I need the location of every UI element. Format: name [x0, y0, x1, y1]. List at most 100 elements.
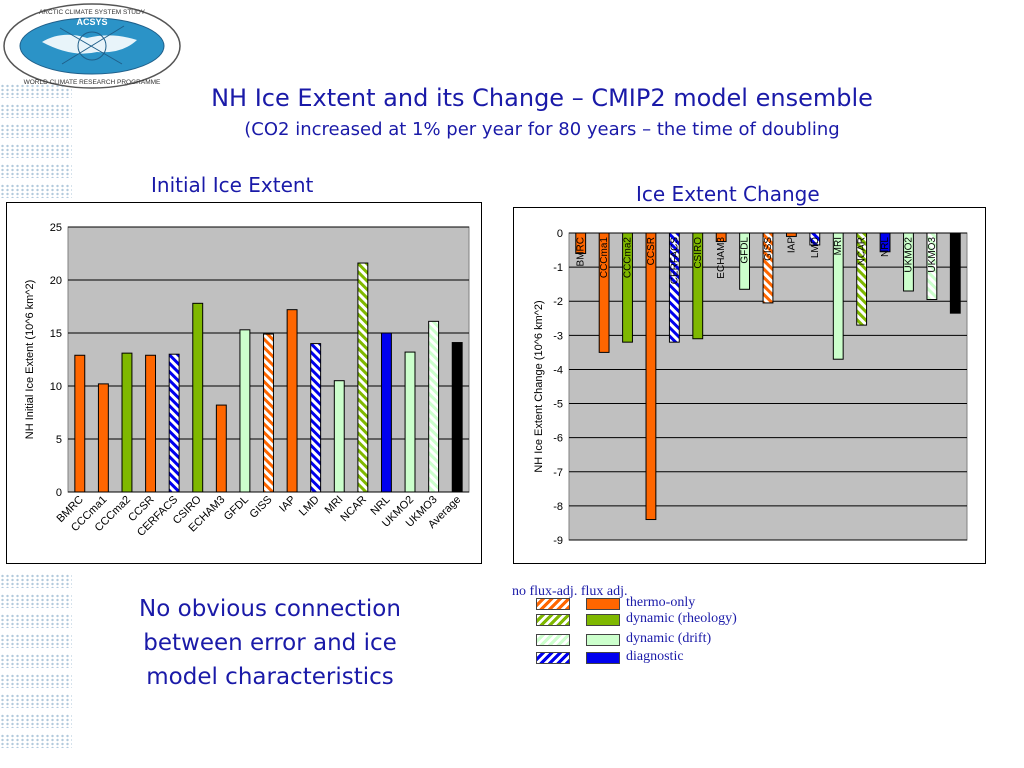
- bar-mri: [832, 232, 844, 360]
- legend-item-rheology: dynamic (rheology): [512, 611, 812, 628]
- bar-bmrc: [74, 354, 86, 493]
- logo-bottom-text: WORLD CLIMATE RESEARCH PROGRAMME: [24, 79, 161, 86]
- bar-ccsr: [145, 354, 157, 493]
- y-tick-label: 15: [50, 328, 62, 340]
- bar-cccma2: [121, 352, 133, 493]
- bar-ncar: [856, 232, 868, 326]
- bar-ncar: [357, 262, 369, 493]
- x-tick-label: BMRC: [576, 237, 587, 266]
- page-title: NH Ice Extent and its Change – CMIP2 mod…: [211, 84, 873, 112]
- bar-ukmo2: [404, 351, 416, 493]
- y-tick-label: -3: [553, 330, 563, 342]
- legend-label: thermo-only: [626, 595, 696, 610]
- legend-header: no flux-adj. flux adj.: [512, 584, 628, 599]
- logo-top-text: ARCTIC CLIMATE SYSTEM STUDY: [39, 9, 146, 16]
- x-tick-label: MRI: [833, 237, 844, 255]
- conclusion-note: No obvious connection between error and …: [139, 596, 401, 690]
- bar-echam3: [715, 232, 727, 243]
- legend-label: dynamic (rheology): [626, 611, 737, 626]
- bar-average: [451, 342, 463, 493]
- x-tick-label: IAP: [786, 237, 797, 253]
- x-tick-label: UKMO3: [927, 237, 938, 273]
- bar-cccma1: [598, 232, 610, 353]
- ice-extent-change-chart: 0 -1 -2 -3 -4 -5 -6 -7 -8 -9 BMRC CCCma1 CCCma2 CCSR C…: [533, 228, 968, 547]
- bar-gfdl: [739, 232, 751, 290]
- legend-item-drift: dynamic (drift): [512, 631, 812, 648]
- x-tick-label: NCAR: [857, 237, 868, 265]
- bar-lmd: [809, 232, 821, 246]
- legend-item-diagnostic: diagnostic: [512, 649, 812, 666]
- bar-csiro: [692, 232, 704, 340]
- bar-cccma2: [622, 232, 633, 343]
- chart-frame-change: 0 -1 -2 -3 -4 -5 -6 -7 -8 -9 BMRC CCCma1 CCCma2 CCSR C…: [513, 207, 986, 564]
- chart-title-initial: Initial Ice Extent: [151, 173, 314, 197]
- bar-echam3: [215, 404, 227, 493]
- x-tick-label: GISS: [763, 237, 774, 261]
- bar-mri: [333, 380, 345, 493]
- x-tick-label: CCSR: [646, 237, 657, 265]
- legend-item-thermo: thermo-only: [512, 595, 812, 612]
- y-tick-label: -4: [553, 364, 563, 376]
- y-tick-label: -9: [553, 535, 563, 547]
- legend: no flux-adj. flux adj. thermo-only dynami…: [512, 584, 812, 674]
- legend-solid-swatch: [586, 614, 620, 626]
- y-tick-label: 25: [50, 222, 62, 234]
- x-tick-label: NRL: [880, 237, 891, 257]
- y-axis-label: NH Ice Extent Change (10^6 km^2): [533, 300, 545, 472]
- legend-label: dynamic (drift): [626, 631, 712, 646]
- x-tick-label: GFDL: [222, 494, 251, 523]
- legend-solid-swatch: [586, 598, 620, 610]
- x-tick-label: LMD: [810, 237, 821, 258]
- bar-lmd: [310, 343, 322, 493]
- legend-solid-swatch: [586, 652, 620, 664]
- bar-nrl: [380, 332, 392, 493]
- legend-hatched-swatch: [536, 614, 570, 626]
- x-tick-label: UKMO2: [903, 237, 914, 273]
- chart-frame-initial: 0 5 10 15 20 25 BMRC CCCma1 CCCma2 CCSR CERFACS CSI…: [6, 202, 482, 564]
- y-tick-label: -6: [553, 433, 563, 445]
- bar-cerfacs: [668, 232, 680, 343]
- bar-ukmo2: [903, 232, 914, 292]
- x-tick-label: ECHAM3: [716, 237, 727, 279]
- x-tick-label: CCCma2: [623, 237, 634, 279]
- legend-hatched-swatch: [536, 634, 570, 646]
- y-tick-label: 20: [50, 275, 62, 287]
- bar-cerfacs: [168, 353, 180, 493]
- bar-nrl: [879, 232, 891, 253]
- x-tick-label: NCAR: [338, 494, 369, 525]
- page-subtitle: (CO2 increased at 1% per year for 80 yea…: [244, 119, 840, 140]
- y-tick-label: 0: [557, 228, 563, 240]
- x-tick-label: CCCma1: [599, 237, 610, 279]
- y-tick-label: -2: [553, 296, 563, 308]
- bar-cccma1: [97, 383, 109, 493]
- y-tick-label: -1: [553, 262, 563, 274]
- x-tick-label: CERFACS: [669, 237, 680, 285]
- y-tick-label: 0: [56, 487, 62, 499]
- x-tick-label: CSIRO: [693, 237, 704, 269]
- y-tick-label: 5: [56, 434, 62, 446]
- x-tick-label: Average: [950, 237, 961, 275]
- chart-title-change: Ice Extent Change: [636, 182, 820, 206]
- bar-average: [949, 232, 961, 314]
- legend-hatched-swatch: [536, 598, 570, 610]
- bar-giss: [762, 232, 774, 304]
- y-tick-label: -8: [553, 501, 563, 513]
- y-tick-label: -5: [553, 399, 563, 411]
- y-tick-label: 10: [50, 381, 62, 393]
- bar-iap: [785, 232, 797, 237]
- bar-ukmo3: [428, 320, 440, 493]
- bar-ccsr: [645, 232, 657, 521]
- x-tick-label: LMD: [297, 494, 322, 519]
- initial-ice-extent-chart: 0510152025BMRCCCCma1CCCma2CCSRCERFACSCSI…: [24, 222, 470, 539]
- legend-label: diagnostic: [626, 649, 684, 664]
- bar-gfdl: [239, 329, 251, 493]
- bar-iap: [286, 309, 298, 493]
- bar-csiro: [192, 302, 204, 493]
- logo-center-text: ACSYS: [76, 17, 107, 27]
- bar-ukmo3: [926, 232, 938, 301]
- legend-solid-swatch: [586, 634, 620, 646]
- bar-bmrc: [575, 232, 587, 254]
- bar-giss: [263, 333, 274, 493]
- y-tick-label: -7: [553, 467, 563, 479]
- x-tick-label: GFDL: [740, 237, 751, 264]
